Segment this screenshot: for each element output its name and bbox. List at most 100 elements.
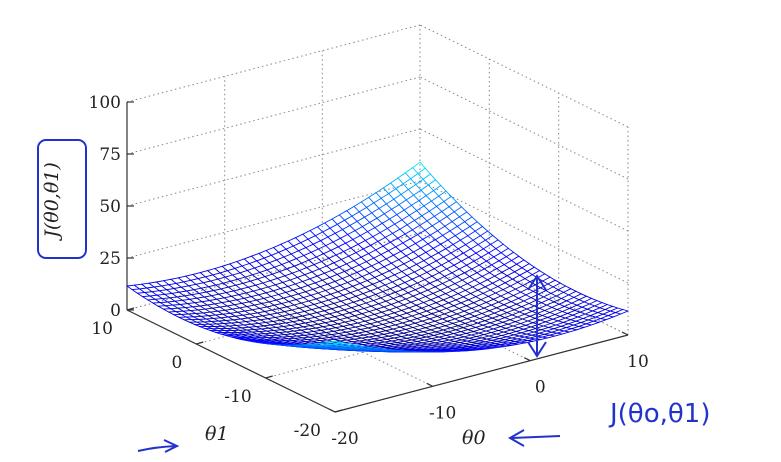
surface-mesh-line xyxy=(246,340,253,343)
surface-mesh-line xyxy=(234,304,241,309)
surface-mesh-line xyxy=(417,329,424,333)
surface-mesh-line xyxy=(551,303,560,308)
surface-mesh-line xyxy=(317,245,327,250)
surface-mesh-line xyxy=(446,308,453,312)
surface-mesh-line xyxy=(287,318,294,323)
surface-mesh-line xyxy=(428,260,437,266)
surface-mesh-line xyxy=(241,302,248,308)
surface-mesh-line xyxy=(530,297,537,301)
surface-mesh-line xyxy=(468,336,477,339)
surface-mesh-line xyxy=(415,238,424,244)
surface-mesh-line xyxy=(350,292,357,297)
surface-mesh-line xyxy=(481,275,488,281)
surface-mesh-line xyxy=(376,341,386,344)
surface-mesh-line xyxy=(332,241,339,248)
surface-mesh-line xyxy=(510,327,519,331)
surface-mesh-line xyxy=(489,319,499,324)
surface-mesh-line xyxy=(474,230,481,237)
surface-mesh-line xyxy=(257,276,266,280)
surface-mesh-line xyxy=(340,329,347,333)
surface-mesh-line xyxy=(376,266,385,271)
surface-mesh-line xyxy=(513,306,523,311)
surface-mesh-line xyxy=(258,294,265,299)
surface-mesh-line xyxy=(161,285,168,291)
surface-mesh-line xyxy=(188,283,197,287)
surface-mesh-line xyxy=(446,216,453,223)
surface-mesh-line xyxy=(432,325,439,329)
surface-mesh-line xyxy=(349,220,358,226)
surface-mesh-line xyxy=(429,339,438,342)
surface-mesh-line xyxy=(548,298,555,303)
surface-mesh-line xyxy=(255,284,262,290)
surface-mesh-line xyxy=(364,240,372,246)
surface-mesh-line xyxy=(350,332,360,335)
surface-mesh-line xyxy=(304,321,314,324)
surface-mesh-line xyxy=(436,338,445,341)
surface-mesh-line xyxy=(254,316,261,321)
surface-mesh-line xyxy=(235,284,242,290)
surface-mesh-line xyxy=(447,239,454,245)
surface-mesh-line xyxy=(349,271,358,276)
surface-mesh-line xyxy=(178,291,185,297)
surface-mesh-line xyxy=(236,297,245,301)
surface-mesh-line xyxy=(552,318,559,322)
surface-mesh-line xyxy=(310,323,319,326)
surface-mesh-line xyxy=(570,288,577,292)
surface-mesh-line xyxy=(301,336,310,339)
surface-mesh-line xyxy=(323,253,330,259)
surface-mesh-line xyxy=(305,288,314,293)
surface-mesh-line xyxy=(420,189,427,197)
surface-mesh-line xyxy=(299,270,306,276)
surface-mesh-line xyxy=(204,276,212,282)
surface-mesh-line xyxy=(408,307,415,312)
surface-mesh-line xyxy=(365,257,375,263)
surface-mesh-line xyxy=(338,210,348,216)
surface-mesh-line xyxy=(366,276,376,281)
surface-mesh-line xyxy=(296,276,304,282)
surface-mesh-line xyxy=(432,247,439,254)
surface-mesh-line xyxy=(553,298,562,303)
surface-mesh-line xyxy=(438,268,448,274)
surface-mesh-line xyxy=(476,307,485,312)
surface-mesh-line xyxy=(175,311,182,315)
surface-mesh-line xyxy=(452,244,459,250)
surface-mesh-line xyxy=(444,272,453,277)
surface-mesh-line xyxy=(493,252,502,258)
surface-mesh-line xyxy=(297,322,306,325)
surface-mesh-line xyxy=(245,320,254,323)
surface-mesh-line xyxy=(537,323,544,327)
surface-mesh-line xyxy=(270,251,280,256)
surface-mesh-line xyxy=(449,225,458,232)
surface-mesh-line xyxy=(464,221,471,227)
surface-mesh-line xyxy=(236,299,243,304)
surface-mesh-line xyxy=(510,301,517,305)
surface-mesh-line xyxy=(477,341,486,344)
surface-mesh-line xyxy=(500,292,509,297)
surface-mesh-line xyxy=(612,313,622,318)
surface-mesh-line xyxy=(438,308,447,312)
surface-mesh-line xyxy=(364,318,373,322)
surface-mesh-line xyxy=(477,322,484,326)
surface-mesh-line xyxy=(318,265,328,270)
surface-mesh-line xyxy=(305,291,312,296)
surface-mesh-line xyxy=(483,264,493,270)
surface-mesh-line xyxy=(348,252,357,257)
surface-mesh-line xyxy=(561,311,568,314)
surface-mesh-line xyxy=(215,313,224,316)
surface-mesh-line xyxy=(167,301,174,306)
surface-mesh-line xyxy=(568,329,578,333)
surface-mesh-line xyxy=(470,293,477,298)
surface-mesh-line xyxy=(617,307,624,310)
surface-mesh-line xyxy=(506,309,515,314)
surface-mesh-line xyxy=(433,307,440,312)
surface-mesh-line xyxy=(539,319,546,323)
surface-mesh-line xyxy=(308,256,317,261)
surface-mesh-line xyxy=(385,258,392,264)
surface-mesh-line xyxy=(443,336,452,340)
surface-mesh-line xyxy=(317,292,324,298)
surface-mesh-line xyxy=(251,309,258,314)
surface-mesh-line xyxy=(544,273,551,278)
surface-mesh-line xyxy=(351,264,360,269)
surface-mesh-line xyxy=(167,300,176,303)
surface-mesh-line xyxy=(328,254,337,259)
